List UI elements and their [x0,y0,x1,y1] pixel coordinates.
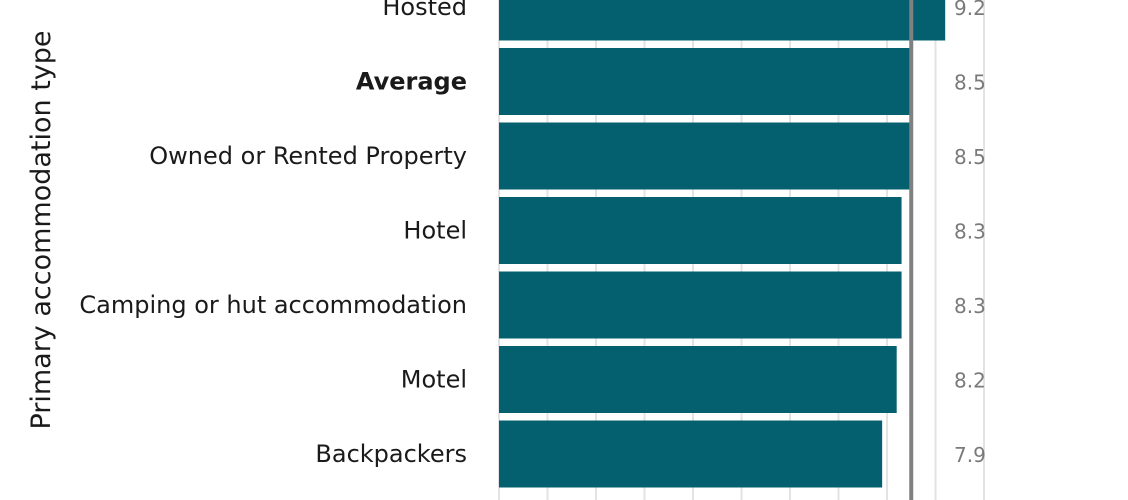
category-label: Owned or Rented Property [149,142,467,170]
y-axis-title: Primary accommodation type [26,30,57,429]
data-label: 8.3 [954,294,986,318]
data-label: 8.5 [954,71,986,95]
data-label: 9.2 [954,0,986,20]
category-label: Camping or hut accommodation [79,291,467,319]
bar [499,420,883,488]
data-label: 8.2 [954,369,986,393]
bar [499,0,946,41]
category-label: Average [356,68,467,96]
data-label: 7.9 [954,443,986,467]
bar [499,346,897,413]
bar [499,48,912,115]
labels-layer: Hosted 9.2 Average 8.5 Owned or Rented Prope… [79,0,985,468]
bar [499,122,912,190]
category-label: Backpackers [315,440,467,468]
category-label: Hosted [382,0,467,21]
category-label: Hotel [403,217,467,245]
category-label: Motel [401,366,467,394]
data-label: 8.5 [954,145,986,169]
bar [499,271,902,339]
bar [499,197,902,264]
bars-layer [499,0,946,488]
data-label: 8.3 [954,220,986,244]
